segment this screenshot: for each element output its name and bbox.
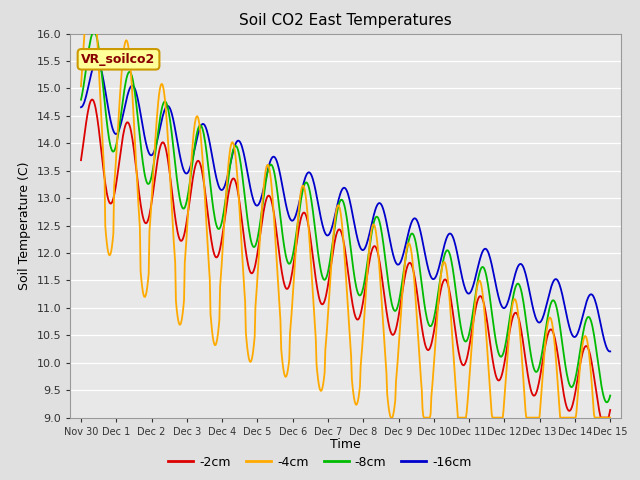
X-axis label: Time: Time [330, 438, 361, 451]
Y-axis label: Soil Temperature (C): Soil Temperature (C) [18, 161, 31, 290]
Title: Soil CO2 East Temperatures: Soil CO2 East Temperatures [239, 13, 452, 28]
Legend: -2cm, -4cm, -8cm, -16cm: -2cm, -4cm, -8cm, -16cm [163, 451, 477, 474]
Text: VR_soilco2: VR_soilco2 [81, 53, 156, 66]
